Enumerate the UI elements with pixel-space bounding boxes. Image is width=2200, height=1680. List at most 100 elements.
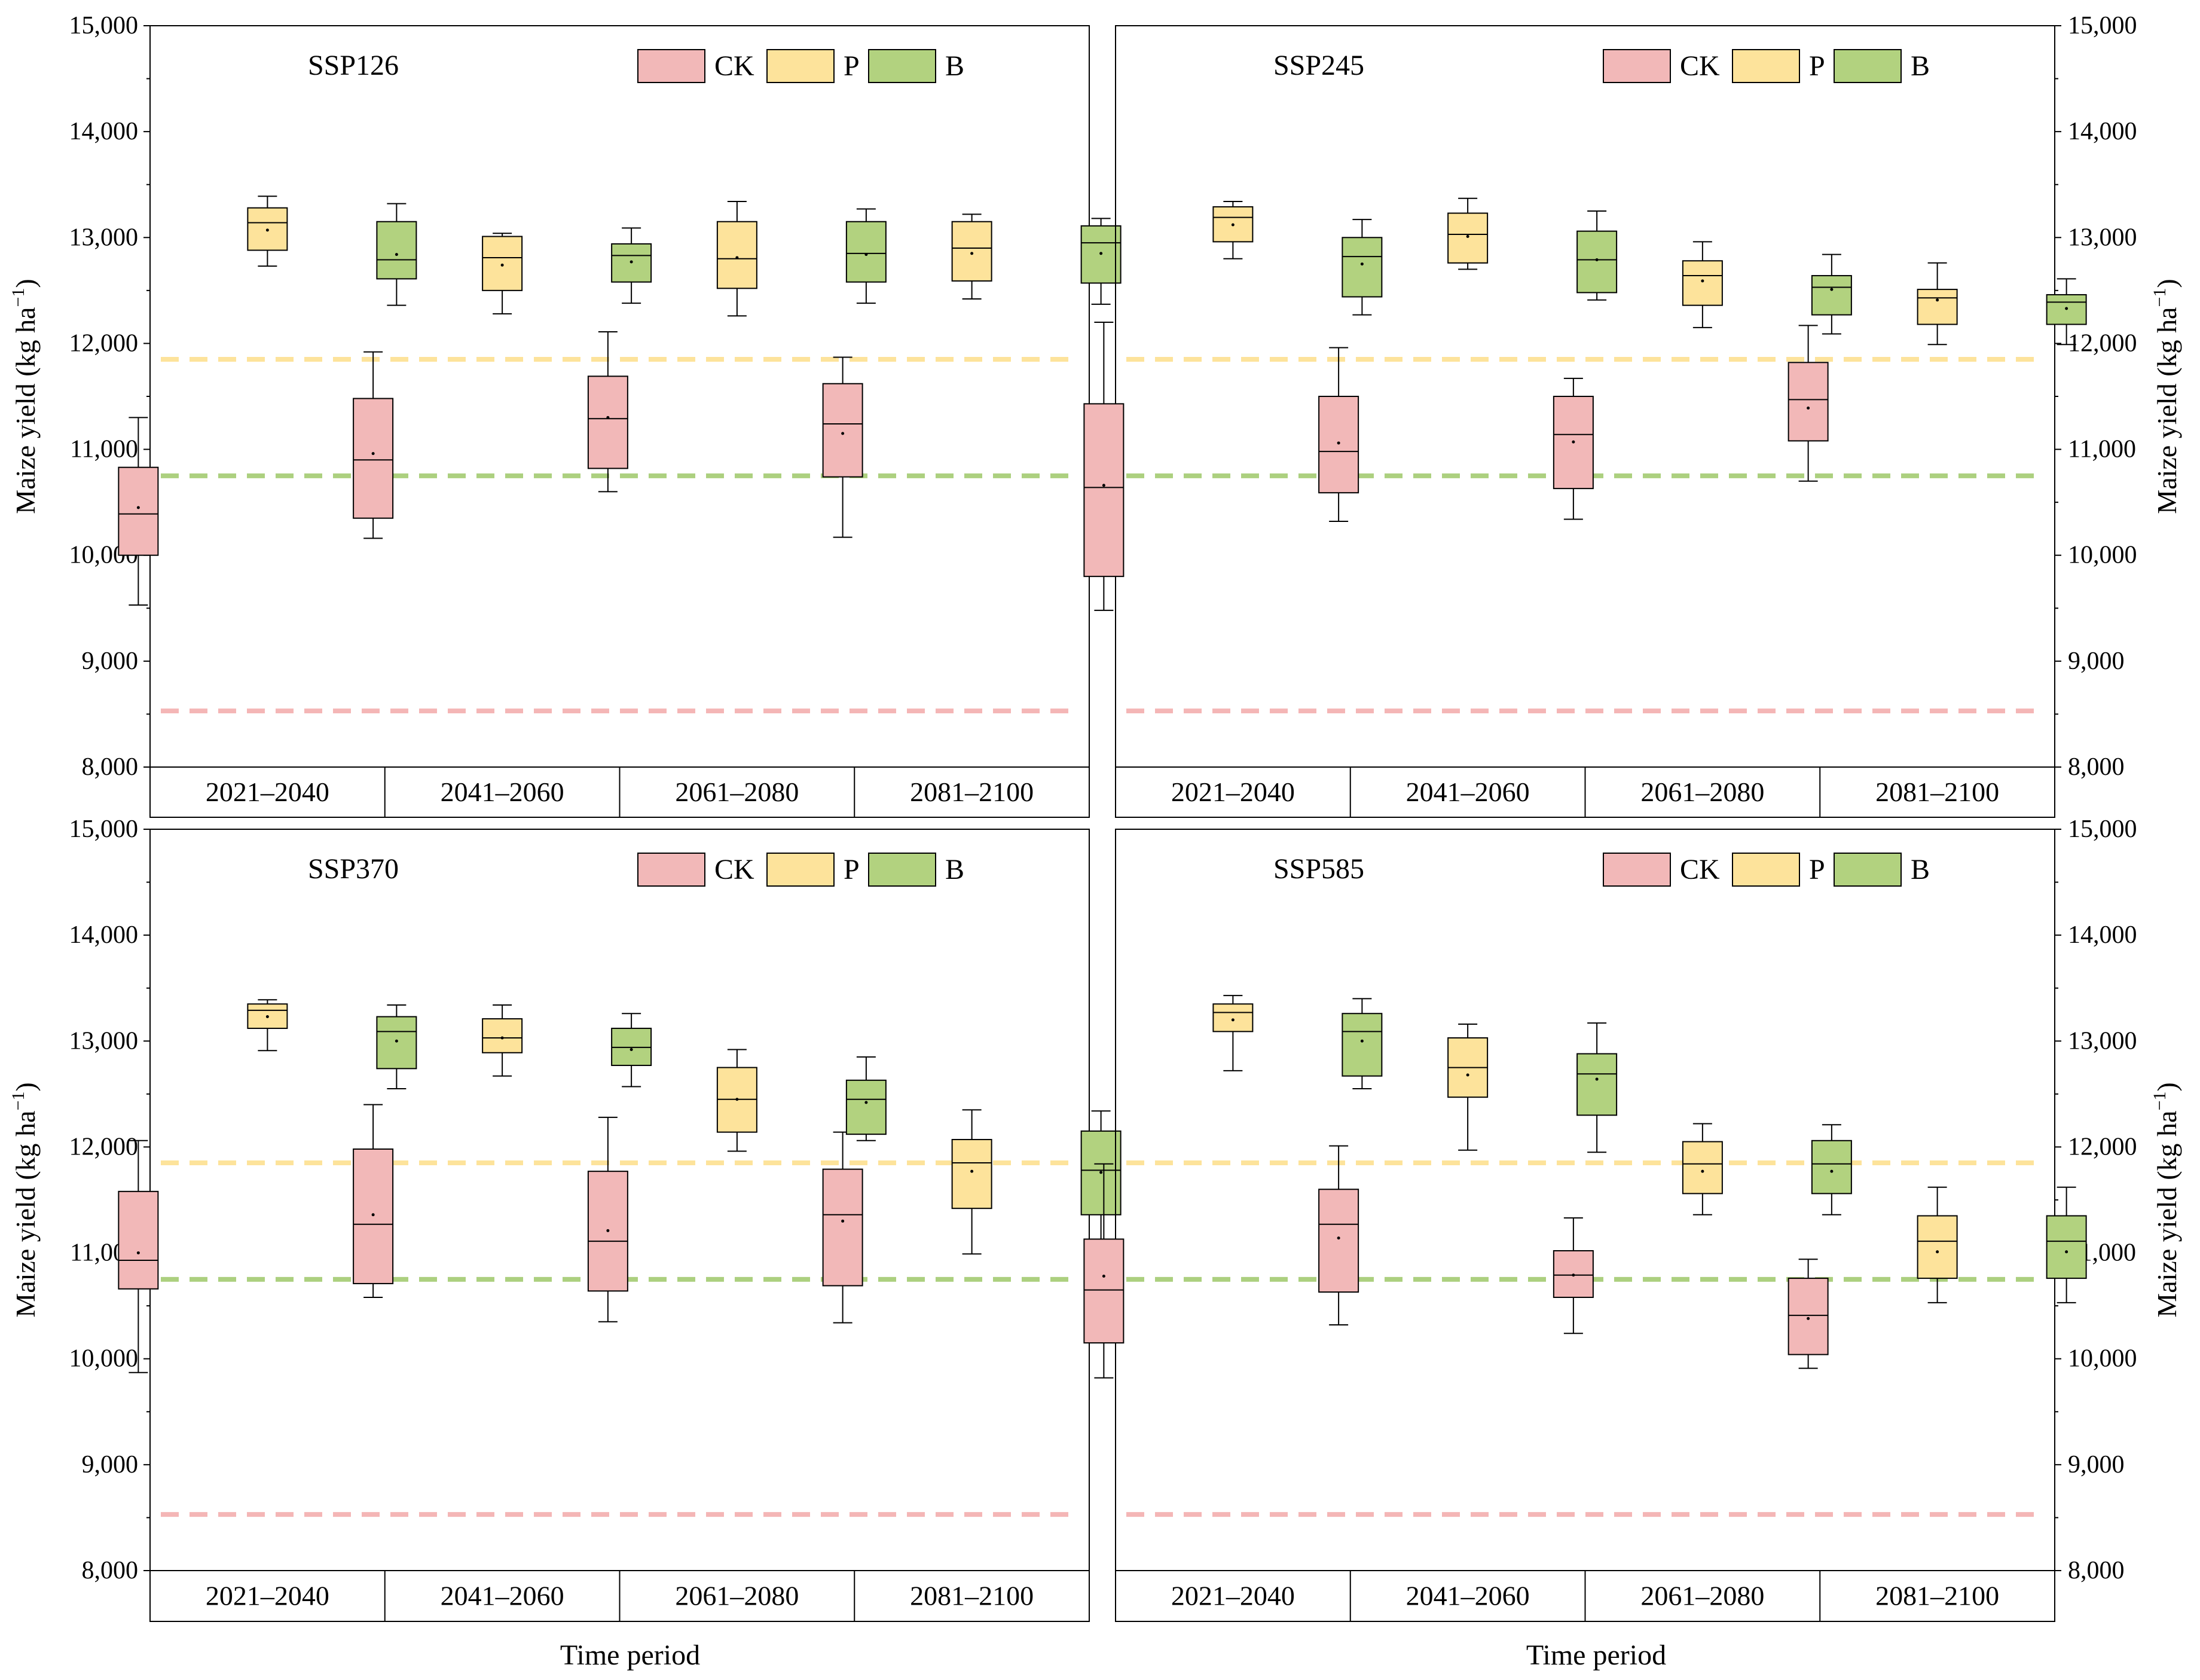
box-p-3	[951, 1109, 992, 1255]
box-mean-point	[735, 1098, 739, 1101]
box-mean-point	[1231, 223, 1235, 227]
y-axis-title: Maize yield (kg ha−1)	[8, 1082, 41, 1317]
y-tick-label: 13,000	[2068, 1027, 2137, 1055]
x-category-label: 2021–2040	[206, 777, 329, 807]
box-mean-point	[2065, 307, 2068, 310]
legend-swatch-p	[766, 853, 835, 887]
box-b-0	[1342, 219, 1383, 316]
legend-label-ck: CK	[1680, 50, 1720, 82]
box-mean-point	[970, 252, 974, 255]
y-tick-label: 10,000	[2068, 542, 2137, 569]
box-mean-point	[500, 1036, 504, 1040]
box-ck-1	[1318, 1145, 1359, 1326]
legend-swatch-ck	[637, 49, 705, 83]
box-iqr	[1917, 289, 1958, 325]
box-mean-point	[630, 1047, 633, 1051]
box-mean-point	[371, 1213, 375, 1217]
box-mean-point	[500, 263, 504, 267]
box-iqr	[1212, 1003, 1254, 1033]
y-tick-label: 15,000	[69, 12, 139, 39]
y-tick-label: 8,000	[2068, 1557, 2125, 1584]
box-b-1	[1576, 1022, 1618, 1153]
box-iqr	[1682, 260, 1723, 306]
box-ck-0	[1083, 322, 1125, 611]
box-mean-point	[1701, 279, 1704, 283]
box-p-2	[716, 201, 757, 317]
legend-label-ck: CK	[1680, 854, 1720, 885]
y-tick-label: 9,000	[2068, 1451, 2125, 1479]
legend: CK P B	[1603, 49, 1930, 83]
box-mean-point	[1360, 262, 1364, 266]
panel-ssp585: 8,0009,00010,00011,00012,00013,00014,000…	[1083, 815, 2182, 1622]
box-mean-point	[1102, 484, 1105, 487]
box-mean-point	[1466, 235, 1469, 239]
box-iqr	[376, 221, 417, 280]
legend-label-b: B	[1911, 854, 1930, 885]
box-ck-1	[353, 1104, 394, 1298]
box-iqr	[1576, 230, 1618, 294]
x-categories: 2021–2040 2041–2060 2061–2080 2081–2100	[206, 767, 1034, 817]
box-b-2	[845, 1056, 887, 1141]
box-iqr	[845, 221, 887, 283]
panel-ssp370: 8,0009,00010,00011,00012,00013,00014,000…	[8, 815, 1122, 1622]
legend: CK P B	[637, 49, 964, 83]
plot-frame	[1115, 829, 2055, 1622]
box-mean-point	[606, 416, 610, 419]
legend-swatch-p	[766, 49, 835, 83]
y-tick-label: 14,000	[2068, 118, 2137, 145]
box-ck-2	[587, 331, 628, 493]
box-iqr	[482, 236, 523, 291]
x-categories: 2021–2040 2041–2060 2061–2080 2081–2100	[1171, 1571, 1999, 1621]
box-mean-point	[1466, 1073, 1469, 1077]
box-iqr	[822, 383, 863, 478]
y-axis-title-exponent: −1	[8, 1092, 28, 1111]
box-mean-point	[1360, 1039, 1364, 1043]
legend-swatch-ck	[1603, 49, 1671, 83]
box-iqr	[1318, 1189, 1359, 1293]
series-p	[247, 196, 992, 317]
panel-title: SSP370	[308, 853, 399, 885]
x-category-label: 2041–2060	[1406, 777, 1530, 807]
y-axis-title: Maize yield (kg ha−1)	[2150, 279, 2182, 514]
y-axis: 8,0009,00010,00011,00012,00013,00014,000…	[69, 815, 150, 1584]
series-p	[1212, 995, 1958, 1303]
box-mean-point	[1595, 258, 1599, 261]
y-tick-label: 12,000	[69, 1133, 139, 1160]
box-iqr	[2046, 1215, 2087, 1279]
x-categories: 2021–2040 2041–2060 2061–2080 2081–2100	[1171, 767, 1999, 817]
y-axis: 8,0009,00010,00011,00012,00013,00014,000…	[2055, 815, 2137, 1584]
box-ck-3	[1788, 1259, 1829, 1369]
series-p	[247, 999, 992, 1255]
x-category-label: 2061–2080	[1640, 777, 1764, 807]
box-p-0	[247, 999, 288, 1052]
box-mean-point	[1099, 252, 1103, 255]
legend-label-ck: CK	[714, 854, 754, 885]
y-tick-label: 12,000	[69, 329, 139, 357]
x-category-label: 2041–2060	[1406, 1581, 1530, 1611]
legend-swatch-b	[868, 853, 936, 887]
x-category-label: 2081–2100	[1875, 1581, 1999, 1611]
legend-swatch-p	[1732, 49, 1800, 83]
y-axis-title-close: )	[2152, 279, 2182, 288]
box-iqr	[1083, 1238, 1125, 1344]
box-mean-point	[265, 228, 269, 232]
box-iqr	[1811, 1140, 1852, 1195]
box-p-1	[1447, 1023, 1489, 1151]
legend-label-p: P	[844, 854, 860, 885]
y-tick-label: 10,000	[69, 1345, 139, 1373]
box-iqr	[1917, 1215, 1958, 1279]
y-tick-label: 9,000	[82, 1451, 139, 1479]
box-mean-point	[136, 1251, 140, 1255]
x-axis-title-left: Time period	[560, 1639, 700, 1671]
box-mean-point	[1807, 1316, 1810, 1320]
box-iqr	[482, 1018, 523, 1053]
y-axis-title-main: Maize yield (kg ha	[10, 1111, 41, 1318]
box-mean-point	[606, 1229, 610, 1232]
box-mean-point	[1572, 440, 1575, 444]
box-mean-point	[841, 1219, 845, 1223]
box-iqr	[1342, 1013, 1383, 1077]
y-tick-label: 9,000	[2068, 647, 2125, 675]
box-p-3	[1917, 1186, 1958, 1303]
box-mean-point	[630, 260, 633, 264]
y-tick-label: 12,000	[2068, 329, 2137, 357]
